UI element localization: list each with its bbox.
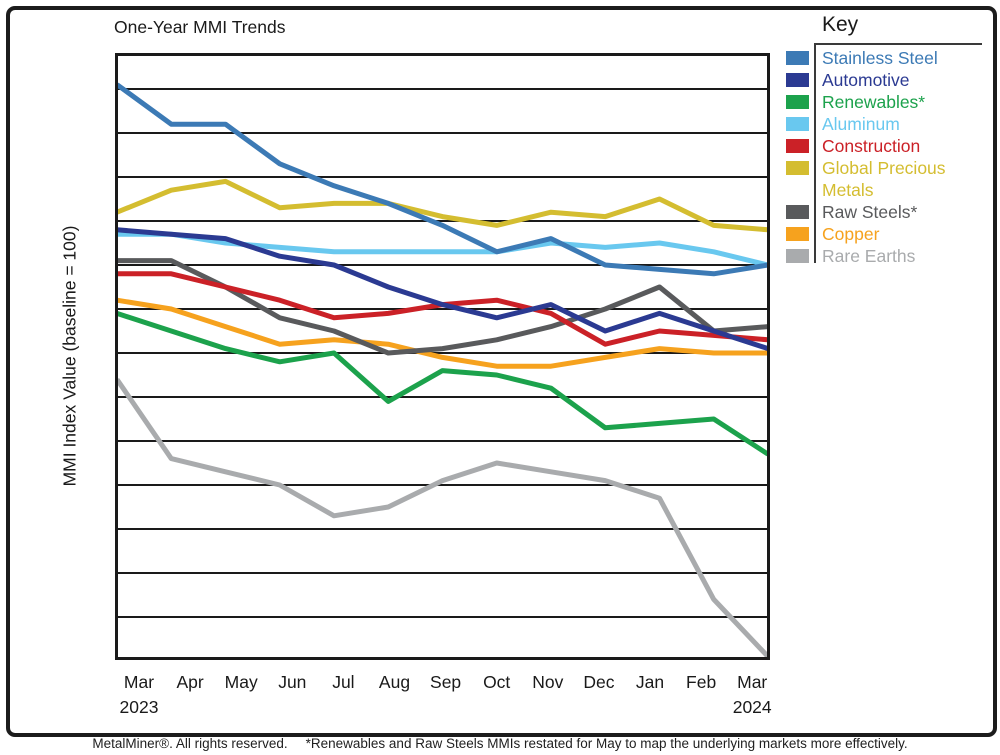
legend-item: Rare Earths <box>786 245 984 267</box>
legend-label: Aluminum <box>822 114 900 134</box>
legend-swatch <box>786 73 809 87</box>
legend: Key Stainless Steel Automotive Renewables*… <box>786 13 984 267</box>
legend-item: Copper <box>786 223 984 245</box>
legend-label: Rare Earths <box>822 246 916 266</box>
legend-item: Automotive <box>786 69 984 91</box>
x-tick-sep: Sep <box>430 672 462 692</box>
legend-swatch <box>786 139 809 153</box>
x-axis-year-end: 2024 <box>732 697 772 717</box>
series-line-rare-earths <box>114 377 770 659</box>
plot-border <box>115 53 770 660</box>
x-tick-dec: Dec <box>583 672 615 692</box>
trend-chart-plot <box>114 53 770 660</box>
legend-item: Renewables* <box>786 91 984 113</box>
legend-swatch <box>786 227 809 241</box>
legend-item: Stainless Steel <box>786 47 984 69</box>
footer: MetalMiner®. All rights reserved. *Renewa… <box>0 736 1000 751</box>
legend-item: Construction <box>786 135 984 157</box>
legend-swatch <box>786 95 809 109</box>
legend-item: Raw Steels* <box>786 201 984 223</box>
x-tick-may: May <box>224 672 258 692</box>
series-line-aluminum <box>117 231 769 268</box>
series-line-renewables <box>116 311 770 457</box>
legend-label: Copper <box>822 224 880 244</box>
x-axis-year-start: 2023 <box>119 697 159 717</box>
legend-items: Stainless Steel Automotive Renewables* Alum… <box>786 43 984 267</box>
legend-swatch <box>786 249 809 263</box>
x-tick-aug: Aug <box>378 672 411 692</box>
x-tick-mar-2023: Mar <box>123 672 155 692</box>
legend-label: Automotive <box>822 70 910 90</box>
legend-swatch <box>786 117 809 131</box>
series-line-copper <box>116 297 768 369</box>
y-axis-label: MMI Index Value (baseline = 100) <box>59 225 80 487</box>
outer-frame <box>6 6 997 737</box>
legend-title: Key <box>822 13 859 36</box>
x-tick-nov: Nov <box>532 672 564 692</box>
legend-label: Raw Steels* <box>822 202 918 222</box>
legend-label: Global Precious Metals <box>822 158 946 200</box>
x-tick-mar-2024: Mar <box>737 672 768 692</box>
x-tick-jul: Jul <box>332 672 355 692</box>
legend-label: Stainless Steel <box>822 48 938 68</box>
legend-swatch <box>786 161 809 175</box>
legend-item: Global Precious Metals <box>786 157 984 201</box>
x-tick-feb: Feb <box>686 672 717 692</box>
x-tick-apr: Apr <box>176 672 204 692</box>
footer-note: *Renewables and Raw Steels MMIs restated… <box>305 736 908 751</box>
legend-label: Renewables* <box>822 92 926 112</box>
series-line-stainless-steel <box>115 82 769 277</box>
chart-title: One-Year MMI Trends <box>114 17 286 37</box>
trend-chart-svg <box>114 53 770 660</box>
legend-item: Aluminum <box>786 113 984 135</box>
x-tick-jan: Jan <box>635 672 665 692</box>
series-line-global-precious-metals <box>116 178 769 233</box>
x-tick-jun: Jun <box>278 672 307 692</box>
footer-copyright: MetalMiner®. All rights reserved. <box>92 736 288 751</box>
x-tick-oct: Oct <box>483 672 511 692</box>
legend-label: Construction <box>822 136 921 156</box>
legend-swatch <box>786 51 809 65</box>
legend-swatch <box>786 205 809 219</box>
series-line-automotive <box>116 227 769 351</box>
